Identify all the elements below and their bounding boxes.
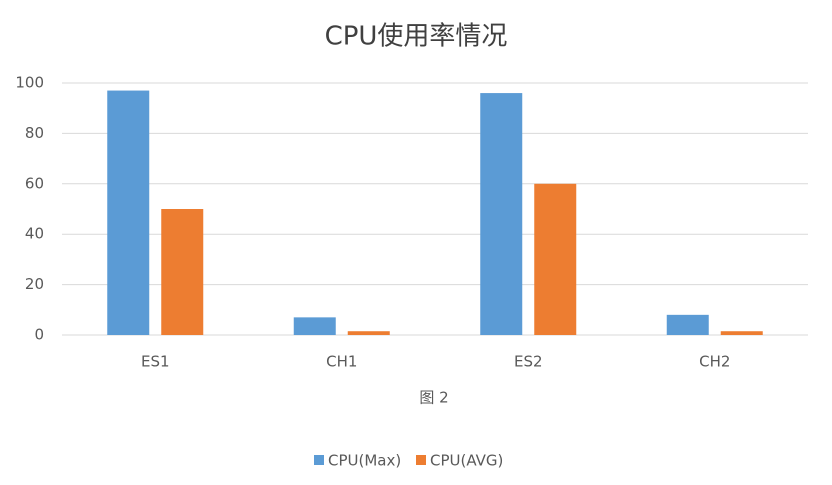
legend-swatch bbox=[416, 455, 426, 465]
x-axis-label: 图 2 bbox=[419, 389, 448, 407]
legend-swatch bbox=[314, 455, 324, 465]
y-tick-label: 40 bbox=[25, 225, 44, 243]
y-tick-label: 100 bbox=[15, 74, 44, 92]
y-tick-label: 60 bbox=[25, 174, 44, 192]
bar bbox=[107, 90, 150, 335]
bar bbox=[480, 93, 523, 335]
x-tick-label: CH2 bbox=[699, 353, 730, 371]
y-tick-label: 20 bbox=[25, 275, 44, 293]
bar bbox=[161, 209, 204, 335]
legend-label: CPU(AVG) bbox=[430, 452, 503, 470]
chart-title: CPU使用率情况 bbox=[325, 22, 508, 52]
x-tick-label: ES2 bbox=[514, 353, 543, 371]
y-tick-label: 0 bbox=[34, 326, 44, 344]
bar bbox=[293, 317, 336, 335]
x-tick-label: ES1 bbox=[141, 353, 170, 371]
bar bbox=[534, 183, 577, 335]
bar bbox=[666, 314, 709, 335]
bar bbox=[347, 331, 390, 335]
bar bbox=[720, 331, 763, 335]
y-tick-label: 80 bbox=[25, 124, 44, 142]
legend-label: CPU(Max) bbox=[328, 452, 401, 470]
x-tick-label: CH1 bbox=[326, 353, 357, 371]
